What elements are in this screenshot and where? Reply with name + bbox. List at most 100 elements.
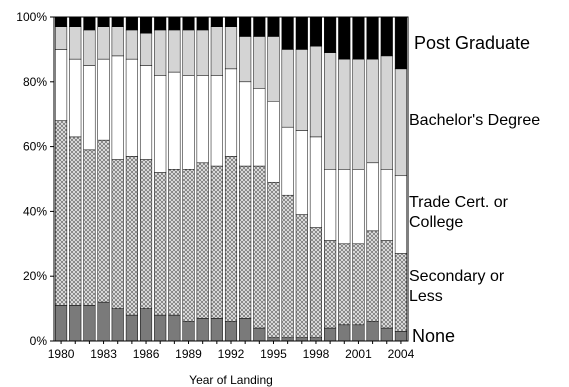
bar-bachelor-s-degree-1997 xyxy=(295,49,308,131)
bar-trade-cert-or-college-2003 xyxy=(380,169,393,241)
bar-trade-cert-or-college-1981 xyxy=(69,58,82,138)
bar-secondary-or-less-2003 xyxy=(380,240,393,329)
bar-secondary-or-less-2001 xyxy=(352,243,365,326)
bar-secondary-or-less-1987 xyxy=(154,172,167,316)
bar-bachelor-s-degree-1983 xyxy=(97,26,110,60)
bar-bachelor-s-degree-1996 xyxy=(281,49,294,128)
bar-none-1999 xyxy=(324,327,337,342)
bar-trade-cert-or-college-2000 xyxy=(338,169,351,245)
y-tick-label: 20% xyxy=(23,269,47,283)
bar-none-1991 xyxy=(210,318,223,342)
y-tick-label: 60% xyxy=(23,140,47,154)
bar-bachelor-s-degree-1989 xyxy=(182,29,195,76)
legend-entry-secondary-or-less: Secondary or Less xyxy=(409,268,505,305)
legend: Post Graduate Bachelor's Degree Trade Ce… xyxy=(409,33,540,346)
bar-trade-cert-or-college-1997 xyxy=(295,130,308,215)
bar-trade-cert-or-college-1986 xyxy=(139,65,153,160)
bar-bachelor-s-degree-1982 xyxy=(83,29,96,66)
bar-trade-cert-or-college-1992 xyxy=(224,68,238,157)
y-tick-label: 80% xyxy=(23,75,47,89)
y-axis: 0% 20% 40% 60% 80% 100% xyxy=(16,10,54,348)
bar-post-graduate-2004 xyxy=(394,16,407,70)
bar-none-2003 xyxy=(380,327,393,342)
bar-bachelor-s-degree-1987 xyxy=(154,29,167,76)
bar-post-graduate-1996 xyxy=(281,16,294,50)
bar-none-1982 xyxy=(83,305,96,342)
x-tick-label: 2004 xyxy=(388,347,415,361)
bar-none-1983 xyxy=(97,301,110,342)
bar-post-graduate-1989 xyxy=(182,16,195,31)
bar-bachelor-s-degree-1981 xyxy=(69,26,82,60)
bar-bachelor-s-degree-1994 xyxy=(253,36,266,89)
bar-trade-cert-or-college-2002 xyxy=(366,162,379,232)
x-tick-label: 1992 xyxy=(218,347,245,361)
bar-trade-cert-or-college-1988 xyxy=(168,71,181,170)
legend-entry-bachelors-degree: Bachelor's Degree xyxy=(409,112,540,129)
bar-bachelor-s-degree-1985 xyxy=(125,29,138,60)
x-axis-title: Year of Landing xyxy=(189,373,273,387)
bar-none-1989 xyxy=(182,321,195,342)
bar-none-1980 xyxy=(55,305,68,342)
bar-post-graduate-2001 xyxy=(352,16,365,60)
bar-secondary-or-less-1985 xyxy=(125,156,138,316)
bar-none-1986 xyxy=(139,308,153,342)
bar-none-1984 xyxy=(111,308,124,342)
bar-secondary-or-less-1995 xyxy=(267,181,280,339)
bar-secondary-or-less-1981 xyxy=(69,136,82,306)
bar-bachelor-s-degree-1992 xyxy=(224,26,238,70)
bar-post-graduate-1985 xyxy=(125,16,138,31)
bar-bachelor-s-degree-2003 xyxy=(380,55,393,170)
bar-post-graduate-1990 xyxy=(196,16,209,31)
bar-none-2001 xyxy=(352,324,365,342)
bar-none-1988 xyxy=(168,314,181,342)
bar-trade-cert-or-college-1998 xyxy=(309,136,323,228)
x-tick-label: 1980 xyxy=(48,347,75,361)
bar-bachelor-s-degree-2004 xyxy=(394,68,407,177)
bar-post-graduate-1992 xyxy=(224,16,238,27)
bar-secondary-or-less-1991 xyxy=(210,165,223,319)
bar-secondary-or-less-2000 xyxy=(338,243,351,326)
y-tick-label: 40% xyxy=(23,204,47,218)
bar-secondary-or-less-1998 xyxy=(309,227,323,339)
x-tick-label: 1998 xyxy=(303,347,330,361)
bar-trade-cert-or-college-1996 xyxy=(281,126,294,196)
bar-bachelor-s-degree-1980 xyxy=(55,26,68,50)
bar-secondary-or-less-1982 xyxy=(83,149,96,306)
bar-post-graduate-1983 xyxy=(97,16,110,27)
bar-post-graduate-1986 xyxy=(139,16,153,34)
bar-post-graduate-1988 xyxy=(168,16,181,31)
bar-trade-cert-or-college-1985 xyxy=(125,58,138,157)
plot-area xyxy=(55,16,407,342)
bar-post-graduate-2002 xyxy=(366,16,379,60)
bar-trade-cert-or-college-1983 xyxy=(97,58,110,141)
bar-bachelor-s-degree-1988 xyxy=(168,29,181,73)
bar-secondary-or-less-1984 xyxy=(111,159,124,309)
bar-bachelor-s-degree-1991 xyxy=(210,26,223,76)
x-tick-label: 1995 xyxy=(260,347,287,361)
bar-post-graduate-1991 xyxy=(210,16,223,27)
bar-trade-cert-or-college-1991 xyxy=(210,75,223,167)
bar-post-graduate-2003 xyxy=(380,16,393,57)
bar-secondary-or-less-2004 xyxy=(394,253,407,332)
bar-bachelor-s-degree-1998 xyxy=(309,45,323,138)
legend-entry-post-graduate: Post Graduate xyxy=(414,33,530,53)
bar-post-graduate-1995 xyxy=(267,16,280,37)
bar-secondary-or-less-1990 xyxy=(196,162,209,319)
bar-bachelor-s-degree-1993 xyxy=(239,36,252,83)
bar-secondary-or-less-1997 xyxy=(295,214,308,339)
bar-post-graduate-1987 xyxy=(154,16,167,31)
bar-trade-cert-or-college-1984 xyxy=(111,55,124,160)
bar-post-graduate-1993 xyxy=(239,16,252,37)
bar-post-graduate-1980 xyxy=(55,16,68,27)
y-tick-label: 0% xyxy=(30,334,48,348)
bar-trade-cert-or-college-2001 xyxy=(352,169,365,245)
bar-post-graduate-1982 xyxy=(83,16,96,31)
bar-none-1994 xyxy=(253,327,266,342)
bar-none-1990 xyxy=(196,318,209,342)
bar-secondary-or-less-1996 xyxy=(281,194,294,339)
bar-bachelor-s-degree-2000 xyxy=(338,58,351,170)
x-axis: 1980 1983 1986 1989 1992 1995 1998 2001 2004 xyxy=(48,341,415,361)
bar-bachelor-s-degree-1995 xyxy=(267,36,280,102)
bar-none-1985 xyxy=(125,314,138,342)
bar-secondary-or-less-1994 xyxy=(253,165,266,329)
